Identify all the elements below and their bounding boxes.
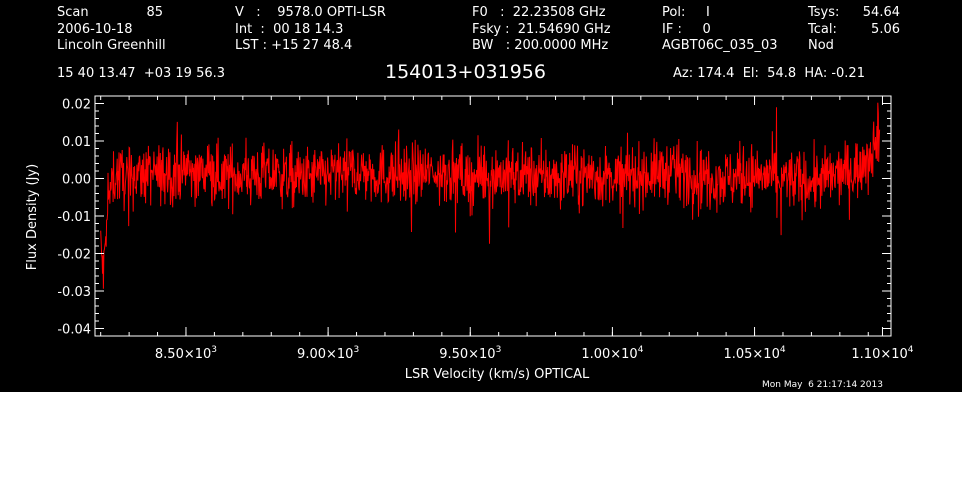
observer-name: Lincoln Greenhill <box>57 38 166 53</box>
scan-number: 85 <box>146 5 163 20</box>
sky-frequency: Fsky : 21.54690 GHz <box>472 22 611 37</box>
tsys-value: 54.64 <box>862 5 900 20</box>
tsys-label: Tsys: <box>808 5 840 20</box>
y-tick-label: -0.01 <box>57 210 91 225</box>
x-tick-mantissa: 1.10×10 <box>851 347 907 362</box>
plot-timestamp: Mon May 6 21:17:14 2013 <box>762 380 883 390</box>
chart-title: 154013+031956 <box>385 61 546 83</box>
x-tick-label: 9.00×103 <box>297 345 359 362</box>
rest-frequency: F0 : 22.23508 GHz <box>472 5 606 20</box>
x-tick-mantissa: 1.00×10 <box>581 347 637 362</box>
bandwidth: BW : 200.0000 MHz <box>472 38 609 53</box>
scan-label: Scan <box>57 5 89 20</box>
x-axis: 8.50×103 9.00×103 9.50×103 1.00×104 1.05×104… <box>100 96 914 362</box>
observation-date: 2006-10-18 <box>57 22 133 37</box>
lst-readout: LST : +15 27 48.4 <box>235 38 353 53</box>
x-tick-exponent: 3 <box>211 345 217 355</box>
spectrum-chart: 8.50×103 9.00×103 9.50×103 1.00×104 1.05×104… <box>25 95 914 382</box>
source-coordinates: 15 40 13.47 +03 19 56.3 <box>57 66 226 81</box>
plot-axes-frame <box>94 95 892 337</box>
x-tick-exponent: 4 <box>780 345 786 355</box>
x-tick-mantissa: 9.50×10 <box>439 347 495 362</box>
polarization: Pol: I <box>662 5 710 20</box>
y-axis: 0.02 0.01 0.00 -0.01 -0.02 -0.03 -0.04 <box>57 98 891 338</box>
y-tick-label: -0.02 <box>57 248 91 263</box>
x-tick-mantissa: 9.00×10 <box>297 347 353 362</box>
tcal-label: Tcal: <box>808 22 837 37</box>
spectrum-series-line <box>100 102 881 289</box>
x-tick-label: 1.10×104 <box>851 345 913 362</box>
project-id: AGBT06C_035_03 <box>662 38 778 53</box>
series-layer <box>100 102 881 289</box>
x-tick-exponent: 3 <box>496 345 502 355</box>
y-tick-label: 0.01 <box>62 135 91 150</box>
y-tick-label: -0.03 <box>57 285 91 300</box>
x-tick-exponent: 4 <box>908 345 914 355</box>
velocity-readout: V : 9578.0 OPTI-LSR <box>235 5 386 20</box>
y-axis-label: Flux Density (Jy) <box>25 164 40 270</box>
x-tick-label: 1.05×104 <box>723 345 785 362</box>
integration-time: Int : 00 18 14.3 <box>235 22 344 37</box>
tcal-value: 5.06 <box>871 22 900 37</box>
switching-mode: Nod <box>808 38 834 53</box>
x-tick-label: 9.50×103 <box>439 345 501 362</box>
pointing-readout: Az: 174.4 El: 54.8 HA: -0.21 <box>673 66 865 81</box>
x-tick-label: 8.50×103 <box>155 345 217 362</box>
y-tick-label: 0.00 <box>62 173 91 188</box>
x-tick-label: 1.00×104 <box>581 345 643 362</box>
x-axis-label: LSR Velocity (km/s) OPTICAL <box>405 367 590 382</box>
if-number: IF : 0 <box>662 22 711 37</box>
y-tick-label: -0.04 <box>57 323 91 338</box>
x-tick-exponent: 3 <box>353 345 359 355</box>
x-tick-mantissa: 1.05×10 <box>723 347 779 362</box>
x-tick-mantissa: 8.50×10 <box>155 347 211 362</box>
y-tick-label: 0.02 <box>62 98 91 113</box>
x-tick-exponent: 4 <box>638 345 644 355</box>
